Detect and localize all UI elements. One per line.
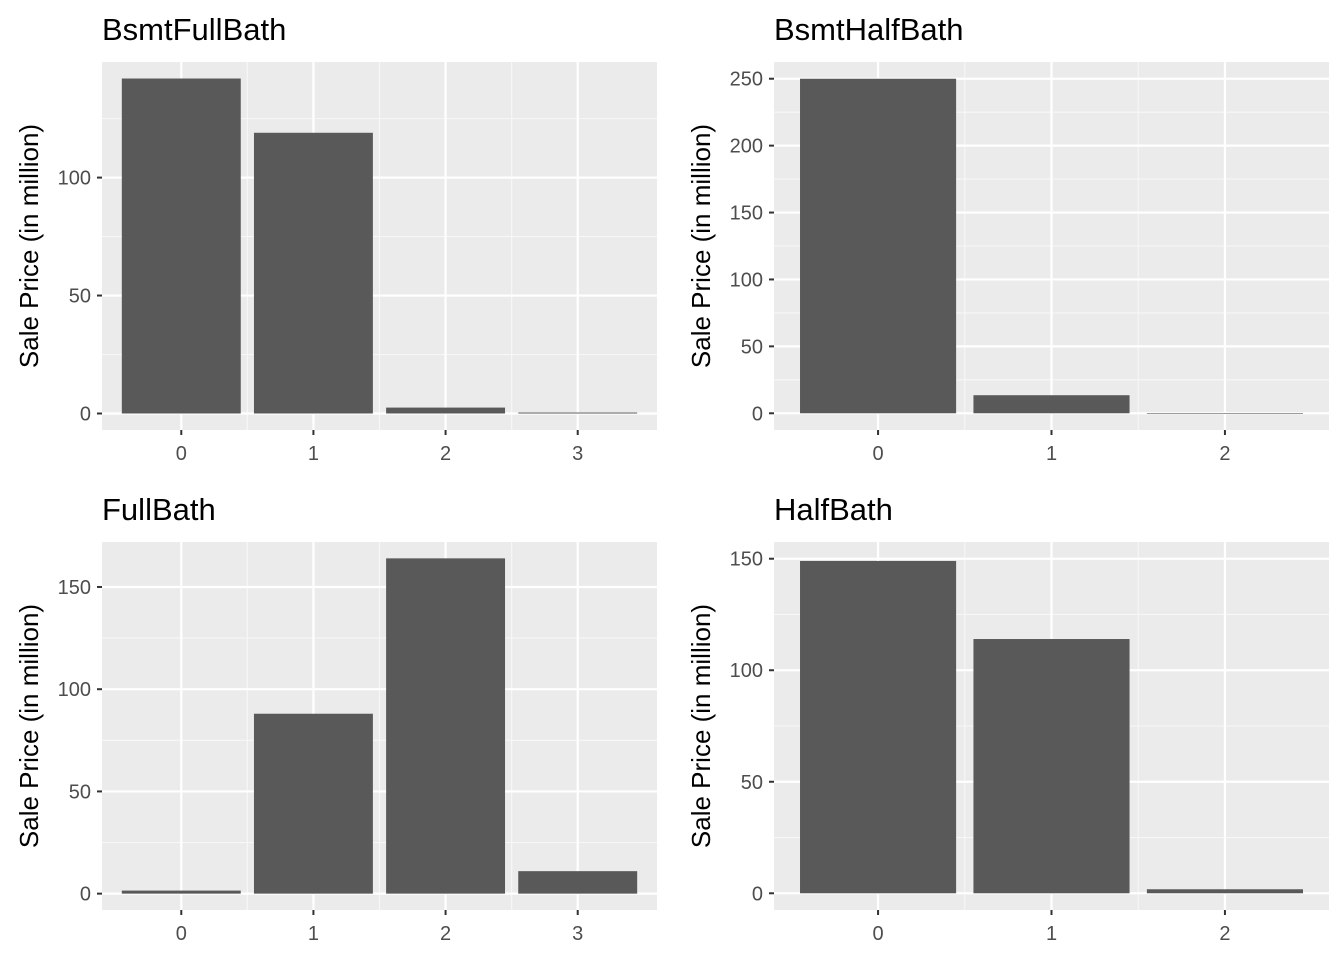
bar-2: [1146, 889, 1303, 894]
x-tick-label: 2: [440, 443, 451, 465]
chart-panel-2: 0 50 100 150 200 250 0 1 2 BsmtHalfBath Sale Price…: [686, 12, 1329, 465]
y-tick-label: 250: [730, 69, 763, 91]
y-tick-label: 100: [58, 679, 91, 701]
y-tick-label: 50: [741, 336, 763, 358]
y-tick-label: 200: [730, 136, 763, 158]
x-tick-label: 1: [1046, 923, 1057, 945]
x-tick-label: 0: [176, 443, 187, 465]
bar-1: [253, 713, 373, 894]
y-tick-label: 0: [80, 403, 91, 425]
bar-0: [800, 78, 957, 414]
x-tick-label: 0: [873, 923, 884, 945]
chart-title: BsmtHalfBath: [774, 12, 964, 47]
bar-2: [386, 558, 506, 894]
bar-0: [121, 890, 241, 894]
bar-3: [518, 412, 638, 414]
y-tick-label: 100: [58, 168, 91, 190]
y-tick-label: 0: [752, 403, 763, 425]
x-tick-label: 1: [1046, 443, 1057, 465]
chart-title: HalfBath: [774, 492, 893, 527]
y-tick-label: 50: [69, 781, 91, 803]
x-tick-label: 2: [1219, 923, 1230, 945]
chart-panel-1: 0 50 100 0 1 2 3 BsmtFullBath Sale Price (in mil…: [14, 12, 657, 465]
y-tick-label: 100: [730, 269, 763, 291]
x-tick-label: 3: [572, 443, 583, 465]
x-tick-label: 0: [873, 443, 884, 465]
x-tick-label: 2: [440, 923, 451, 945]
x-tick-label: 1: [308, 923, 319, 945]
chart-panel-4: 0 50 100 150 0 1 2 HalfBath Sale Price (in milli…: [686, 492, 1329, 945]
y-tick-label: 0: [752, 883, 763, 905]
y-axis-label: Sale Price (in million): [686, 604, 716, 848]
y-tick-label: 150: [730, 549, 763, 571]
y-tick-label: 150: [730, 203, 763, 225]
y-tick-label: 0: [80, 884, 91, 906]
bar-3: [518, 871, 638, 894]
x-tick-label: 1: [308, 443, 319, 465]
x-tick-label: 2: [1219, 443, 1230, 465]
bar-1: [973, 639, 1130, 894]
y-axis-label: Sale Price (in million): [14, 604, 44, 848]
y-axis-label: Sale Price (in million): [14, 124, 44, 368]
bar-2: [1146, 413, 1303, 414]
x-tick-label: 3: [572, 923, 583, 945]
bar-0: [121, 78, 241, 414]
chart-title: BsmtFullBath: [102, 12, 286, 47]
x-tick-label: 0: [176, 923, 187, 945]
bar-0: [800, 560, 957, 894]
y-tick-label: 50: [741, 772, 763, 794]
bar-2: [386, 407, 506, 414]
chart-title: FullBath: [102, 492, 216, 527]
y-tick-label: 100: [730, 660, 763, 682]
chart-panel-3: 0 50 100 150 0 1 2 3 FullBath Sale Price (in mill…: [14, 492, 657, 945]
y-tick-label: 150: [58, 577, 91, 599]
y-axis-label: Sale Price (in million): [686, 124, 716, 368]
bar-1: [973, 395, 1130, 414]
bar-1: [253, 132, 373, 414]
y-tick-label: 50: [69, 286, 91, 308]
